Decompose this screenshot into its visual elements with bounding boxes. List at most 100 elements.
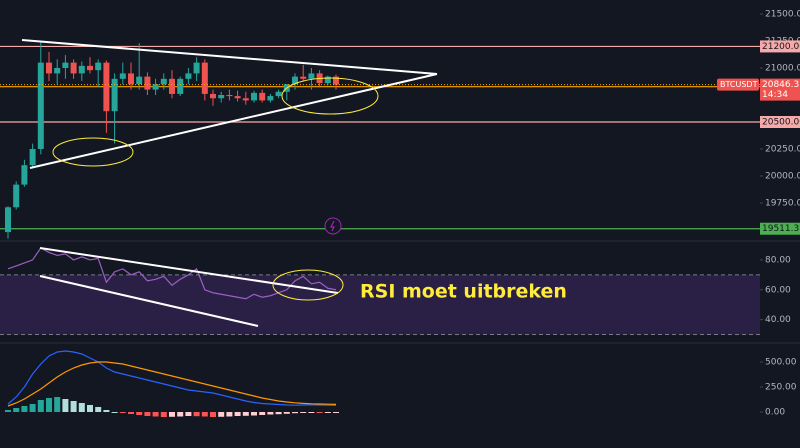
histogram-bar xyxy=(160,412,167,417)
candle-body xyxy=(242,98,249,101)
candle-body xyxy=(234,96,241,99)
histogram-bar xyxy=(275,412,282,415)
candle-body xyxy=(267,96,274,101)
histogram-bar xyxy=(242,412,249,416)
y-tick-label: 20250.00 xyxy=(765,144,800,154)
histogram-bar xyxy=(324,412,331,413)
candle-body xyxy=(70,62,77,74)
y-tick-label: 20000.00 xyxy=(765,171,800,181)
histogram-bar xyxy=(251,412,257,416)
candle-body xyxy=(226,95,233,97)
histogram-bar xyxy=(308,412,315,413)
histogram-bar xyxy=(234,412,241,416)
histogram-bar xyxy=(29,404,36,412)
level-label: 20500.00 xyxy=(762,117,800,127)
histogram-bar xyxy=(111,412,118,413)
histogram-bar xyxy=(292,412,298,414)
histogram-bar xyxy=(119,412,126,413)
candle-body xyxy=(13,184,20,208)
level-label-box xyxy=(760,40,800,53)
y-tick-label: 80.00 xyxy=(765,255,791,265)
drawings xyxy=(21,39,438,327)
candle-body xyxy=(292,76,298,85)
candle-body xyxy=(54,68,61,74)
candle-body xyxy=(201,62,208,94)
level-label-box xyxy=(760,222,800,235)
histogram-bar xyxy=(13,408,20,412)
last-price-label: 20846.31 xyxy=(762,80,800,90)
candle-body xyxy=(21,165,28,185)
candle-body xyxy=(128,73,134,85)
histogram-bar xyxy=(283,412,290,414)
highlight-ellipse xyxy=(52,137,134,167)
y-tick-label: 19750.00 xyxy=(765,198,800,208)
histogram-bar xyxy=(37,400,44,412)
candle-body xyxy=(185,73,192,79)
histogram-bar xyxy=(185,412,192,416)
y-tick-label: 0.00 xyxy=(765,408,785,418)
candle-body xyxy=(160,78,167,85)
histogram-bar xyxy=(46,398,52,412)
highlight-ellipse xyxy=(281,77,379,115)
candle-body xyxy=(152,84,159,90)
candle-body xyxy=(177,78,184,94)
histogram-bar xyxy=(136,412,143,415)
macd-line xyxy=(7,350,337,406)
histogram-bar xyxy=(169,412,175,417)
histogram-bar xyxy=(267,412,274,415)
candle-body xyxy=(136,76,143,85)
candle-body xyxy=(308,73,315,79)
candle-body xyxy=(333,76,339,85)
histogram-bar xyxy=(144,412,151,416)
candle-body xyxy=(62,62,69,69)
candle-body xyxy=(144,76,151,90)
histogram-bar xyxy=(128,412,134,414)
histogram-bar xyxy=(54,397,61,412)
level-label: 21200.00 xyxy=(762,42,800,52)
trend-line xyxy=(39,247,339,294)
trend-line xyxy=(21,39,438,75)
histogram-bar xyxy=(201,412,208,417)
histogram-bar xyxy=(152,412,159,417)
candle-body xyxy=(259,92,266,101)
candle-body xyxy=(29,148,36,166)
candle-body xyxy=(78,65,85,74)
trend-line xyxy=(29,73,438,169)
histogram-bar xyxy=(95,407,102,412)
countdown: 14:34 xyxy=(762,90,788,100)
alert-icon[interactable] xyxy=(324,217,342,235)
histogram-bar xyxy=(226,412,233,417)
histogram-bar xyxy=(5,410,11,412)
annotation: RSI moet uitbreken xyxy=(360,281,567,303)
histogram-bar xyxy=(21,406,28,412)
last-price-box xyxy=(760,78,800,101)
symbol-box xyxy=(717,78,759,91)
y-tick-label: 40.00 xyxy=(765,315,791,325)
macd-line xyxy=(7,361,337,407)
candle-body xyxy=(87,65,93,71)
symbol-label: BTCUSDT xyxy=(720,80,758,89)
candle-body xyxy=(95,62,102,71)
rsi-band xyxy=(0,274,760,335)
histogram-bar xyxy=(177,412,184,417)
level-label: 19511.37 xyxy=(762,224,800,234)
histogram-bar xyxy=(62,399,69,412)
candle-body xyxy=(119,73,126,79)
candle-body xyxy=(103,62,110,112)
candle-body xyxy=(218,95,225,99)
histogram-bar xyxy=(193,412,200,417)
candle-body xyxy=(46,62,52,74)
candle-body xyxy=(5,207,11,233)
rsi-line xyxy=(7,247,337,300)
candle-body xyxy=(324,76,331,84)
y-tick-label: 250.00 xyxy=(765,383,797,393)
candle-body xyxy=(251,92,257,101)
candle-body xyxy=(37,62,44,149)
histogram-bar xyxy=(259,412,266,415)
alert-icon-bolt xyxy=(330,220,335,232)
candle-body xyxy=(169,78,175,94)
histogram-bar xyxy=(87,405,93,412)
y-tick-label: 60.00 xyxy=(765,285,791,295)
histogram-bar xyxy=(300,412,307,413)
